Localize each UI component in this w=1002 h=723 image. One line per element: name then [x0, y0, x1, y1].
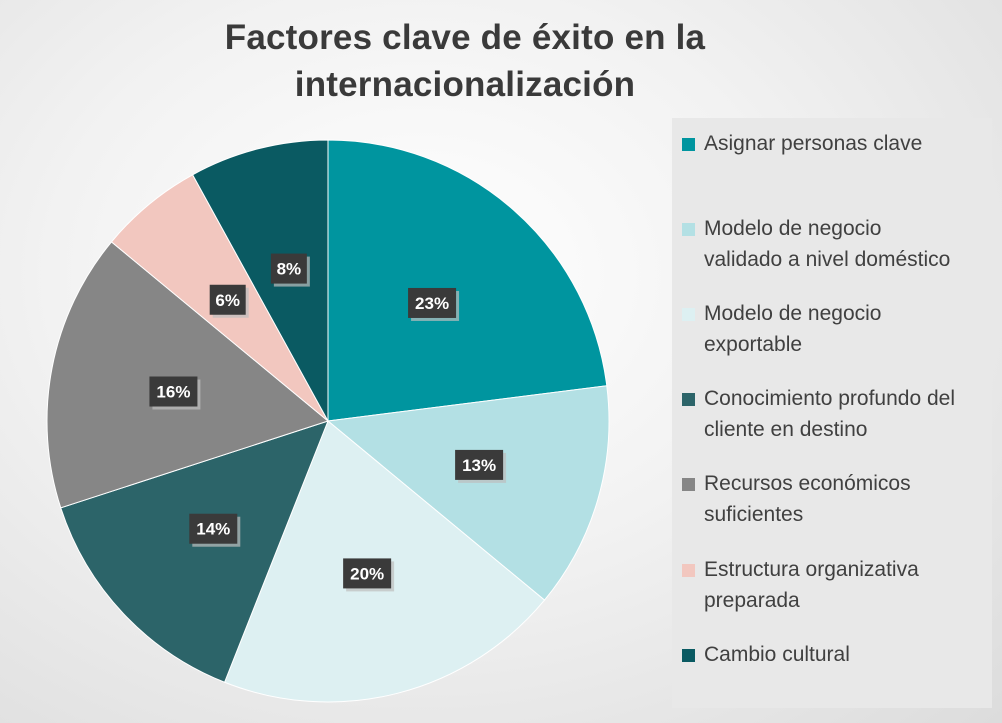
- data-label-asignar-personas-clave: 23%: [408, 287, 460, 321]
- data-label-text: 13%: [462, 456, 496, 475]
- legend-swatch: [682, 223, 695, 236]
- data-label-conocimiento-profundo-del-cliente-en-destino: 14%: [189, 513, 241, 547]
- data-label-recursos-economicos-suficientes: 16%: [149, 376, 201, 410]
- data-label-text: 14%: [196, 520, 230, 539]
- legend-item-cambio-cultural: Cambio cultural: [682, 639, 987, 670]
- legend-label: suficientes: [704, 503, 804, 526]
- legend-item-modelo-de-negocio-validado-a-nivel-domestico: Modelo de negocio validado a nivel domést…: [682, 213, 987, 275]
- data-label-text: 8%: [277, 260, 302, 279]
- legend-swatch: [682, 393, 695, 406]
- legend-item-recursos-economicos-suficientes: Recursos económicos suficientes: [682, 468, 987, 530]
- legend-swatch: [682, 308, 695, 321]
- data-label-text: 20%: [350, 564, 384, 583]
- data-label-text: 6%: [215, 291, 240, 310]
- legend-swatch: [682, 564, 695, 577]
- data-label-cambio-cultural: 8%: [270, 253, 310, 287]
- data-label-text: 16%: [156, 383, 190, 402]
- legend-label: Cambio cultural: [704, 643, 850, 666]
- pie-slice-recursos-economicos-suficientes: [46, 241, 330, 509]
- legend-label: Modelo de negocio: [704, 302, 882, 325]
- legend-label: preparada: [704, 589, 800, 612]
- legend-item-asignar-personas-clave: Asignar personas clave: [682, 128, 987, 159]
- chart-title-line-2: internacionalización: [294, 65, 636, 104]
- legend: Asignar personas clave Modelo de negocio v…: [672, 118, 992, 708]
- legend-label: Recursos económicos: [704, 472, 911, 495]
- legend-swatch: [682, 649, 695, 662]
- legend-swatch: [682, 138, 695, 151]
- legend-label: validado a nivel doméstico: [704, 248, 951, 271]
- legend-label: Estructura organizativa: [704, 558, 919, 581]
- chart-title-line-1: Factores clave de éxito en la: [224, 18, 706, 57]
- pie-slice-modelo-de-negocio-validado-a-nivel-domestico: [326, 385, 610, 601]
- legend-item-conocimiento-profundo-del-cliente-en-destino: Conocimiento profundo del cliente en dest…: [682, 383, 987, 445]
- data-label-text: 23%: [415, 294, 449, 313]
- legend-item-estructura-organizativa-preparada: Estructura organizativa preparada: [682, 554, 987, 616]
- legend-label: Asignar personas clave: [704, 132, 923, 155]
- legend-label: Modelo de negocio: [704, 217, 882, 240]
- legend-label: Conocimiento profundo del: [704, 387, 955, 410]
- legend-label: cliente en destino: [704, 418, 868, 441]
- data-label-estructura-organizativa-preparada: 6%: [209, 284, 249, 318]
- legend-item-modelo-de-negocio-exportable: Modelo de negocio exportable: [682, 298, 987, 360]
- data-label-modelo-de-negocio-validado-a-nivel-domestico: 13%: [455, 449, 507, 483]
- legend-label: exportable: [704, 333, 803, 356]
- pie-slice-asignar-personas-clave: [327, 139, 608, 422]
- chart-title: Factores clave de éxito en la internacio…: [0, 14, 930, 108]
- legend-swatch: [682, 478, 695, 491]
- pie-slice-cambio-cultural: [191, 139, 329, 422]
- data-label-modelo-de-negocio-exportable: 20%: [343, 558, 395, 592]
